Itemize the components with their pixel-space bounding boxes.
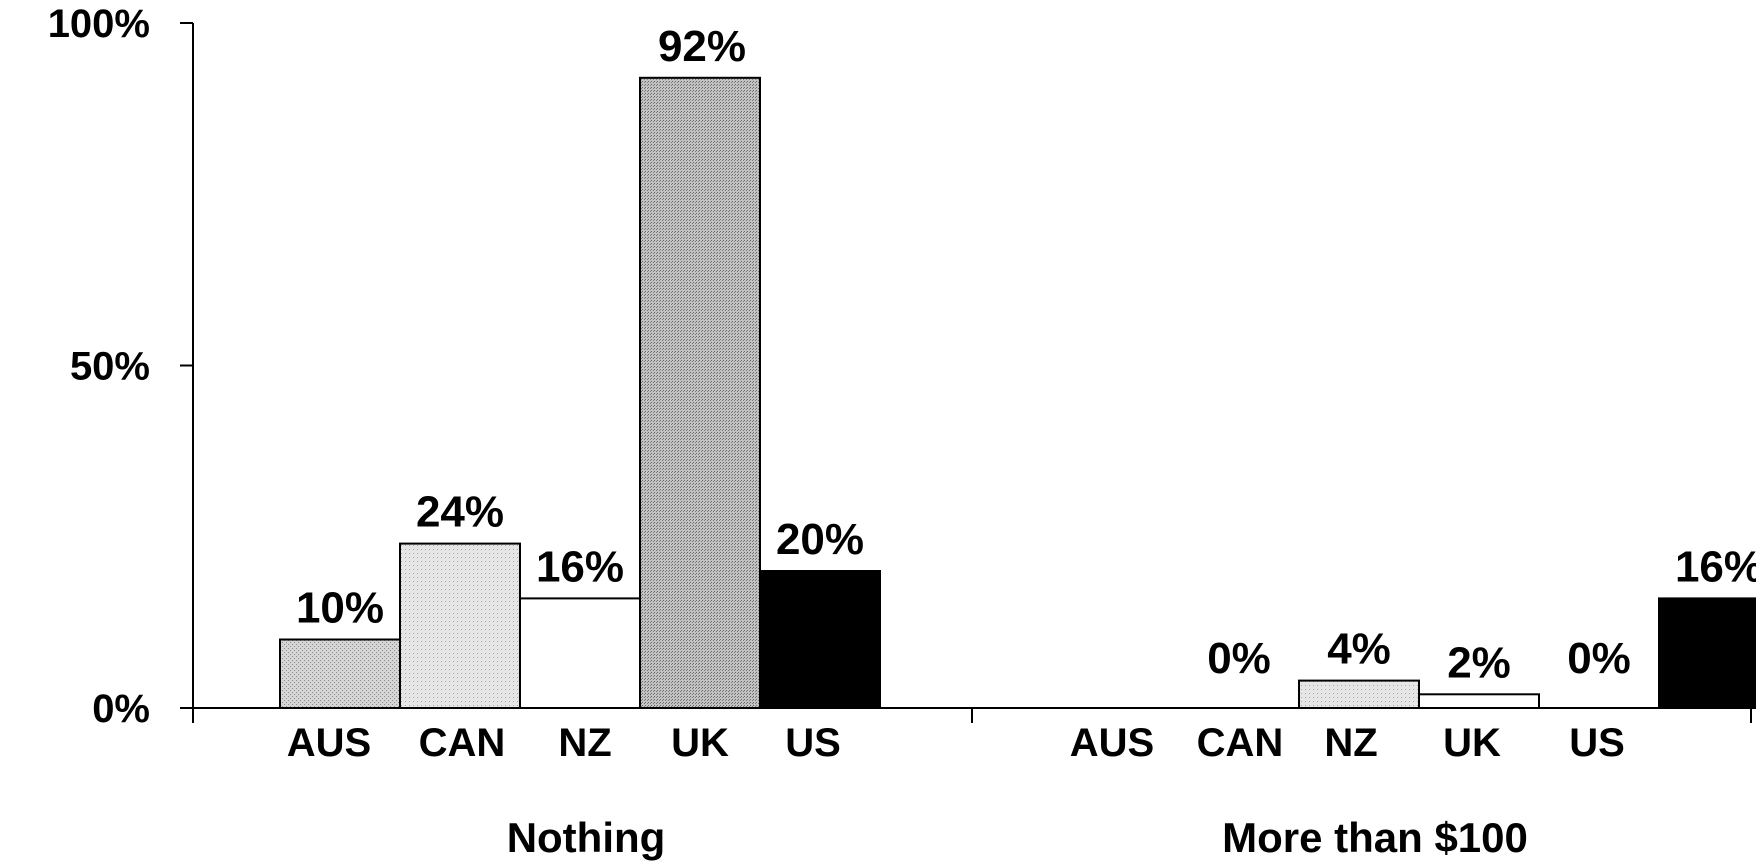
category-label: CAN <box>1197 721 1284 765</box>
bar-us-group-0 <box>759 570 881 709</box>
y-tick-group: 0% 50% 100% <box>48 2 193 731</box>
data-label: 0% <box>1567 634 1631 683</box>
data-label: 16% <box>1675 542 1756 591</box>
category-label: CAN <box>419 721 506 765</box>
bar-can-group-0 <box>399 542 521 709</box>
bar-uk-group-0 <box>639 76 761 710</box>
data-label: 0% <box>1207 634 1271 683</box>
category-label: US <box>785 721 841 765</box>
category-label: NZ <box>558 721 611 765</box>
category-labels: AUS CAN NZ UK US AUS CAN NZ UK US <box>287 721 1625 765</box>
bar-nz-group-0 <box>519 597 641 710</box>
data-label: 4% <box>1327 625 1391 674</box>
data-label: 16% <box>536 542 624 591</box>
data-label: 24% <box>416 488 504 537</box>
bar-nz-group-1 <box>1418 693 1540 709</box>
data-labels: 10% 24% 16% 92% 20% 0% 4% 2% 0% 16% <box>296 22 1756 687</box>
y-tick-label: 100% <box>48 2 150 46</box>
category-label: AUS <box>1070 721 1154 765</box>
x-axis <box>180 707 1752 723</box>
group-labels: Nothing More than $100 <box>507 814 1528 861</box>
data-label: 20% <box>776 515 864 564</box>
bars <box>279 76 1756 710</box>
data-label: 2% <box>1447 638 1511 687</box>
y-tick-label: 0% <box>92 687 150 731</box>
y-tick-label: 50% <box>70 345 150 389</box>
category-label: NZ <box>1324 721 1377 765</box>
category-label: UK <box>1443 721 1501 765</box>
category-label: AUS <box>287 721 371 765</box>
data-label: 10% <box>296 584 384 633</box>
y-axis: 0% 50% 100% <box>48 2 194 731</box>
data-label: 92% <box>658 22 746 71</box>
category-label: UK <box>671 721 729 765</box>
bar-us-group-1 <box>1658 597 1756 710</box>
group-label: More than $100 <box>1222 814 1528 861</box>
group-label: Nothing <box>507 814 666 861</box>
bar-aus-group-0 <box>279 638 401 709</box>
category-label: US <box>1569 721 1625 765</box>
bar-can-group-1 <box>1298 679 1420 709</box>
